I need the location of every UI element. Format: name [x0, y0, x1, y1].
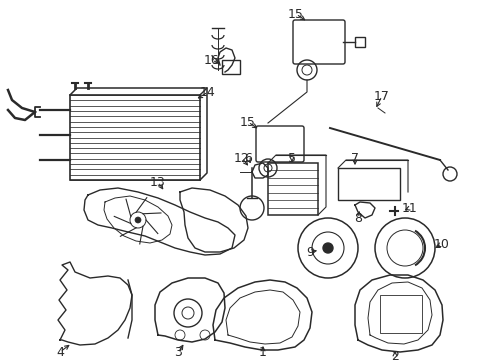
- Bar: [337, 168, 399, 200]
- Bar: [379, 295, 421, 333]
- Text: 6: 6: [244, 152, 251, 165]
- Bar: [267, 163, 317, 215]
- Text: 7: 7: [350, 152, 358, 165]
- Text: 16: 16: [203, 54, 220, 67]
- Text: 14: 14: [200, 85, 215, 99]
- Bar: [354, 37, 364, 47]
- Circle shape: [323, 243, 332, 253]
- Text: 8: 8: [353, 211, 361, 225]
- Text: 15: 15: [240, 116, 255, 129]
- Circle shape: [135, 217, 141, 223]
- Text: 11: 11: [401, 202, 417, 215]
- Text: 5: 5: [287, 152, 295, 165]
- Text: 15: 15: [287, 8, 304, 21]
- Text: 12: 12: [234, 152, 249, 165]
- Text: 3: 3: [174, 346, 182, 360]
- Bar: [222, 60, 240, 74]
- Text: 17: 17: [373, 90, 389, 103]
- Text: 9: 9: [305, 246, 313, 258]
- Text: 13: 13: [150, 175, 165, 189]
- Bar: [70, 95, 200, 180]
- Text: 10: 10: [433, 238, 449, 251]
- Text: 2: 2: [390, 350, 398, 360]
- Text: 1: 1: [259, 346, 266, 360]
- Text: 4: 4: [56, 346, 64, 359]
